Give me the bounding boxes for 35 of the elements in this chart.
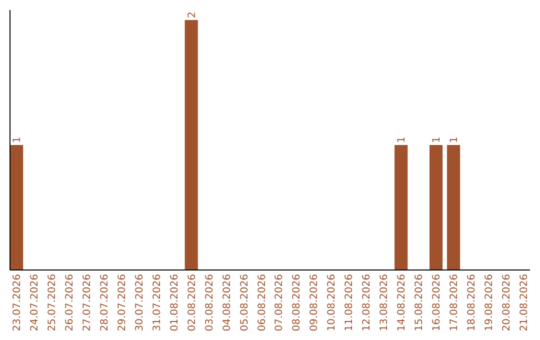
x-tick-label: 19.08.2026 [484,274,495,332]
data-label: 1 [12,136,24,143]
data-label: 1 [449,136,460,143]
x-tick-label: 15.08.2026 [414,274,426,332]
x-tick-label: 17.08.2026 [449,274,460,332]
x-tick-label: 28.07.2026 [99,274,110,332]
x-tick-label: 18.08.2026 [466,274,478,332]
x-tick-label: 16.08.2026 [432,274,443,332]
x-tick-label: 12.08.2026 [362,274,373,332]
data-label: 2 [186,12,198,18]
x-tick-label: 25.07.2026 [47,274,58,332]
x-tick-label: 21.08.2026 [518,274,530,332]
x-tick-label: 30.07.2026 [134,274,146,332]
x-tick-label: 06.08.2026 [256,274,268,332]
x-tick-label: 08.08.2026 [292,274,303,332]
x-tick-label: 13.08.2026 [379,274,390,332]
x-tick-label: 09.08.2026 [309,274,320,332]
x-tick-label: 31.07.2026 [152,274,163,332]
x-tick-label: 11.08.2026 [344,274,356,332]
x-tick-label: 10.08.2026 [326,274,338,332]
x-tick-label: 03.08.2026 [204,274,216,332]
x-tick-label: 07.08.2026 [274,274,286,332]
x-tick-label: 05.08.2026 [239,274,250,332]
x-tick-label: 23.07.2026 [12,274,24,332]
data-label: 1 [432,136,443,143]
x-tick-label: 01.08.2026 [169,274,180,332]
x-tick-label: 26.07.2026 [64,274,76,332]
x-tick-label: 14.08.2026 [396,274,408,332]
x-tick-label: 29.07.2026 [116,274,128,332]
x-tick-label: 24.07.2026 [30,274,41,332]
x-tick-label: 02.08.2026 [186,274,198,332]
x-tick-label: 20.08.2026 [501,274,512,332]
x-tick-label: 04.08.2026 [222,274,233,332]
data-label: 1 [396,136,408,143]
x-tick-label: 27.07.2026 [82,274,93,332]
